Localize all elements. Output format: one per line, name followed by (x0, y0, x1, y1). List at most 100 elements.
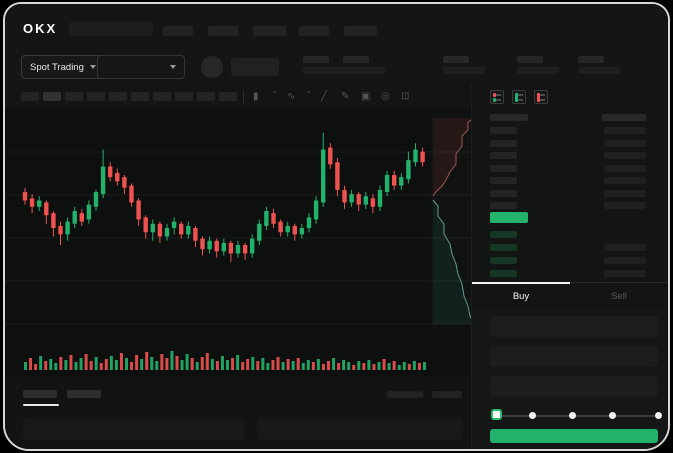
timeframe-button[interactable] (43, 92, 61, 101)
timeframe-button[interactable] (219, 92, 237, 101)
candlestick-chart[interactable] (5, 108, 476, 376)
slider-handle[interactable] (491, 409, 502, 420)
orderbook-panel: Buy Sell (471, 84, 668, 449)
orders-list-placeholder (23, 418, 245, 440)
ticker-stat-placeholder (303, 56, 345, 74)
ask-row-price[interactable] (490, 152, 517, 159)
ask-row-price[interactable] (490, 164, 517, 172)
ask-row-amount[interactable] (604, 202, 646, 209)
camera-icon[interactable]: ▣ (361, 91, 371, 102)
book-asks-icon[interactable] (534, 90, 548, 104)
tab-buy[interactable]: Buy (512, 291, 530, 302)
timeframe-button[interactable] (153, 92, 171, 101)
ask-row-price[interactable] (490, 127, 517, 134)
list-line (540, 94, 545, 96)
draw-icon[interactable]: ✎ (341, 91, 350, 102)
trading-app: OKX Spot Trading ▮ ˇ ∿ ˇ ╱ ✎ ▣ ◎ ⊡ Buy Sell (5, 4, 668, 449)
bottom-tab-history[interactable] (67, 390, 101, 398)
bid-row-price[interactable] (490, 244, 517, 251)
ask-row-amount[interactable] (604, 189, 646, 197)
timeframe-button[interactable] (65, 92, 83, 101)
list-line (518, 94, 523, 96)
order-input-field[interactable] (490, 376, 658, 397)
stat-value-placeholder (443, 67, 485, 74)
list-line (496, 94, 501, 96)
market-selector-button[interactable]: Spot Trading (21, 55, 105, 79)
submit-order-button[interactable] (490, 429, 658, 443)
ticker-stat-placeholder (443, 56, 485, 74)
bid-row-price[interactable] (490, 231, 517, 238)
chevron-down-icon (89, 65, 96, 69)
timeframe-button[interactable] (109, 92, 127, 101)
chevron-down-icon (170, 65, 176, 69)
chevron-down-icon[interactable]: ˇ (307, 91, 311, 102)
order-input-field[interactable] (490, 316, 658, 337)
fullscreen-icon[interactable]: ⊡ (401, 91, 410, 102)
bid-row-amount[interactable] (604, 270, 646, 277)
slider-stop-dot[interactable] (569, 412, 576, 419)
order-input-field[interactable] (490, 346, 658, 367)
bid-row-price[interactable] (490, 270, 517, 277)
orders-list-placeholder (257, 418, 463, 440)
slider-stop-dot[interactable] (609, 412, 616, 419)
amount-slider-track[interactable] (496, 415, 658, 417)
bottom-tab-orders[interactable] (23, 390, 57, 398)
color-bar (493, 93, 496, 97)
logo-placeholder-block (69, 22, 153, 36)
nav-item-placeholder[interactable] (163, 26, 193, 36)
candlesticks-icon[interactable]: ▮ (253, 91, 259, 102)
tab-sell[interactable]: Sell (611, 291, 627, 302)
bottom-right-placeholder (432, 391, 462, 398)
ask-row-amount[interactable] (604, 139, 646, 147)
line-tool-icon[interactable]: ╱ (321, 91, 328, 102)
slider-stop-dot[interactable] (529, 412, 536, 419)
ask-row-amount[interactable] (604, 164, 646, 172)
ask-row-amount[interactable] (604, 127, 646, 134)
stat-value-placeholder (303, 67, 345, 74)
book-combined-icon[interactable] (490, 90, 504, 104)
trade-side-tabs: Buy Sell (472, 282, 668, 308)
timeframe-button[interactable] (197, 92, 215, 101)
nav-item-placeholder[interactable] (208, 26, 238, 36)
ask-row-price[interactable] (490, 139, 517, 147)
last-price-indicator (490, 212, 528, 223)
active-tab-underline (472, 282, 570, 284)
nav-item-placeholder[interactable] (299, 26, 329, 36)
stat-value-placeholder (517, 67, 559, 74)
slider-stop-dot[interactable] (655, 412, 662, 419)
ticker-stat-placeholder (517, 56, 559, 74)
order-form (472, 308, 668, 449)
ask-row-price[interactable] (490, 177, 517, 184)
book-bids-icon[interactable] (512, 90, 526, 104)
ticker-stat-placeholder (343, 56, 385, 74)
timeframe-button[interactable] (131, 92, 149, 101)
stat-value-placeholder (343, 67, 385, 74)
timeframe-button[interactable] (21, 92, 39, 101)
bottom-panel (5, 376, 471, 449)
okx-logo: OKX (23, 21, 58, 36)
timeframe-button[interactable] (87, 92, 105, 101)
color-bar (515, 93, 518, 102)
ask-row-amount[interactable] (604, 177, 646, 184)
chevron-down-icon[interactable]: ˇ (273, 91, 277, 102)
ask-row-price[interactable] (490, 189, 517, 197)
stat-label-placeholder (517, 56, 543, 63)
stat-label-placeholder (443, 56, 469, 63)
nav-item-placeholder[interactable] (253, 26, 286, 36)
bid-row-amount[interactable] (604, 244, 646, 251)
toolbar-separator (243, 91, 244, 103)
stat-label-placeholder (303, 56, 329, 63)
indicator-icon[interactable]: ∿ (287, 91, 296, 102)
price-placeholder (231, 58, 279, 76)
ob-header-right (602, 114, 646, 121)
settings-icon[interactable]: ◎ (381, 91, 390, 102)
bid-row-amount[interactable] (604, 257, 646, 264)
timeframe-button[interactable] (175, 92, 193, 101)
bid-row-price[interactable] (490, 257, 517, 264)
nav-item-placeholder[interactable] (344, 26, 377, 36)
ask-row-amount[interactable] (604, 152, 646, 159)
ask-row-price[interactable] (490, 202, 517, 209)
color-bar (537, 93, 540, 102)
pair-dropdown[interactable] (97, 55, 185, 79)
bottom-right-placeholder (387, 391, 423, 398)
